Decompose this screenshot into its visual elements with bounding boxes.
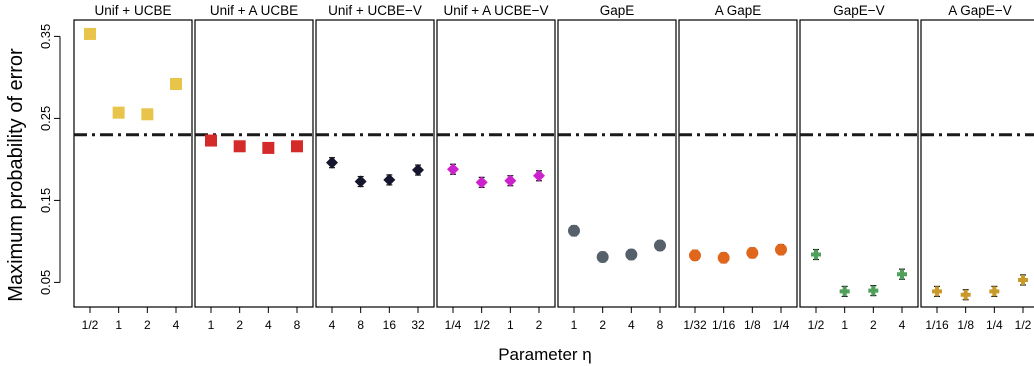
data-point [447,163,459,176]
panel-title: GapE−V [833,3,884,18]
x-tick-label: 1/2 [1015,318,1032,332]
data-point [326,156,338,169]
panel: A GapE 1/32 1/16 1/8 1/4 [678,3,798,332]
x-tick-label: 4 [173,318,180,332]
panel-frame [73,19,193,308]
x-tick-label: 4 [329,318,336,332]
panel-frame [678,19,798,308]
panel-frame [557,19,677,308]
data-point [170,77,182,90]
x-tick-label: 2 [599,318,606,332]
panel-frame [315,19,435,308]
data-point [989,286,1000,297]
panel: A GapE−V 1/16 1/8 1/4 1/2 [920,3,1034,332]
x-tick-label: 32 [411,318,425,332]
data-point [84,27,96,40]
panel: Unif + A UCBE−V 1/4 1/2 1 2 [436,3,556,332]
x-tick-label: 1/16 [925,318,949,332]
panel-frame [436,19,556,308]
x-tick-label: 2 [144,318,151,332]
panel-title: Unif + UCBE−V [328,3,422,18]
panel-title: Unif + A UCBE−V [443,3,548,18]
data-point [654,239,666,252]
x-tick-label: 1 [208,318,215,332]
data-point [625,248,638,261]
x-tick-label: 1/4 [986,318,1003,332]
x-tick-label: 1 [115,318,122,332]
data-point [932,286,942,297]
x-tick-label: 4 [265,318,272,332]
x-tick-label: 1/2 [82,318,99,332]
x-tick-label: 8 [294,318,301,332]
data-point [291,140,303,153]
data-point [596,250,609,263]
data-point [262,141,275,154]
x-tick-label: 1/8 [744,318,761,332]
data-point [354,175,367,188]
y-tick-label: 0.25 [38,106,53,131]
data-point [746,246,759,259]
data-point [205,134,217,147]
y-axis: 0.05 0.15 0.25 0.35 [38,24,61,295]
x-tick-label: 1 [507,318,514,332]
x-tick-label: 2 [536,318,543,332]
x-tick-label: 4 [899,318,906,332]
x-tick-label: 1/2 [473,318,490,332]
data-point [717,251,730,264]
y-tick-label: 0.05 [38,270,53,295]
data-point [689,249,701,262]
data-point [533,169,545,182]
data-point [897,269,907,280]
data-point [412,164,424,177]
panel-title: A GapE−V [948,3,1011,18]
data-point [868,285,879,296]
data-point [775,243,787,256]
x-tick-label: 1/4 [445,318,462,332]
data-point [504,174,517,187]
data-point [112,106,125,119]
x-tick-label: 2 [236,318,243,332]
x-axis-label: Parameter η [498,345,592,364]
x-tick-label: 16 [383,318,397,332]
data-point [383,173,396,186]
panel: Unif + UCBE 1/2 1 2 4 [73,3,193,332]
x-tick-label: 1 [571,318,578,332]
y-axis-label: Maximum probability of error [5,48,27,302]
panel-title: GapE [600,3,635,18]
panel: GapE−V 1/2 1 2 4 [799,3,919,332]
panel-frame [194,19,314,308]
panel-title: Unif + UCBE [95,3,172,18]
panel-title: A GapE [715,3,762,18]
x-tick-label: 1/2 [808,318,825,332]
panel: Unif + A UCBE 1 2 4 8 [194,3,314,332]
data-point [1018,274,1028,285]
x-tick-label: 1 [841,318,848,332]
data-point [233,140,246,153]
x-tick-label: 2 [870,318,877,332]
data-point [839,286,850,297]
data-point [960,289,971,300]
y-tick-label: 0.35 [38,24,53,49]
data-point [568,224,580,237]
x-tick-label: 4 [628,318,635,332]
y-tick-label: 0.15 [38,188,53,213]
x-tick-label: 1/8 [957,318,974,332]
data-point [811,249,821,260]
x-tick-label: 1/4 [773,318,790,332]
panel-title: Unif + A UCBE [210,3,298,18]
panel: GapE 1 2 4 8 [557,3,677,332]
x-tick-label: 1/16 [712,318,736,332]
x-tick-label: 8 [657,318,664,332]
data-point [141,108,154,121]
x-tick-label: 8 [357,318,364,332]
x-tick-label: 1/32 [683,318,707,332]
panel-frame [799,19,919,308]
panel-frame [920,19,1034,308]
data-point [475,176,488,189]
panel: Unif + UCBE−V 4 8 16 32 [315,3,435,332]
